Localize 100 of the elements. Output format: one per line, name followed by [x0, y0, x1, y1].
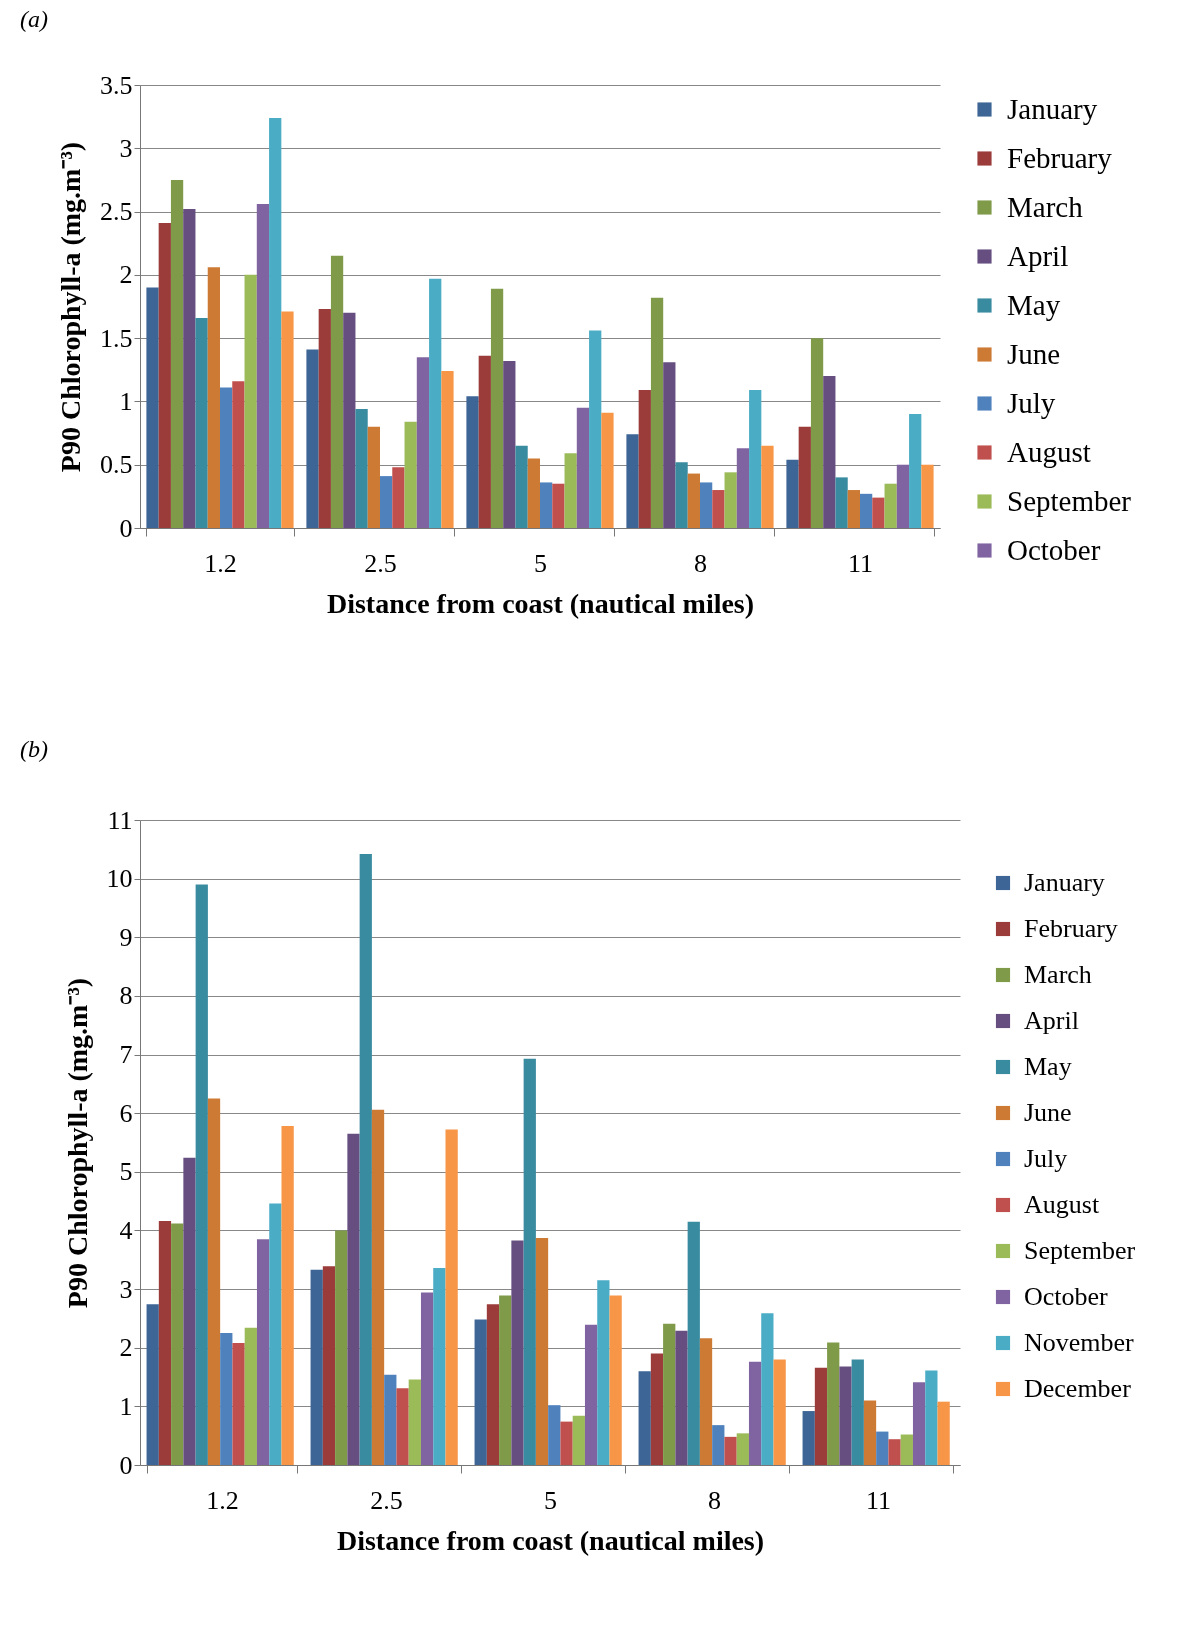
- bar: [749, 390, 762, 528]
- bar: [256, 203, 270, 528]
- bar: [322, 1266, 336, 1465]
- x-tick-label: 8: [708, 1485, 721, 1515]
- bar: [925, 1370, 938, 1465]
- y-tick-label: 5: [119, 1157, 133, 1187]
- bar: [146, 287, 159, 528]
- y-tick-label: 0: [119, 1450, 133, 1480]
- y-tick-label: 6: [119, 1098, 133, 1128]
- y-axis-title: P90 Chlorophyll-a (mg.m⁻³): [55, 141, 86, 473]
- bar: [355, 409, 368, 528]
- bar: [384, 1374, 397, 1465]
- bar: [724, 472, 737, 528]
- bar: [687, 473, 700, 528]
- y-axis-title: P90 Chlorophyll-a (mg.m⁻³): [61, 977, 93, 1309]
- x-tick-label: 11: [847, 548, 874, 578]
- bar: [786, 459, 799, 528]
- y-tick-label: 3: [119, 133, 133, 163]
- legend-label: February: [1007, 141, 1113, 174]
- bar: [675, 1330, 688, 1465]
- bar: [896, 464, 910, 528]
- bar: [638, 390, 651, 528]
- y-tick-label: 2: [119, 1333, 133, 1363]
- bar: [900, 1434, 913, 1465]
- x-axis-title: Distance from coast (nautical miles): [326, 587, 755, 619]
- bar: [839, 1366, 852, 1465]
- legend-label: January: [1007, 92, 1098, 125]
- bar: [347, 1133, 360, 1465]
- bar: [523, 1058, 536, 1465]
- bar: [663, 362, 676, 528]
- bar: [158, 1221, 172, 1465]
- bar: [827, 1342, 840, 1465]
- bar: [535, 1238, 549, 1465]
- bar: [478, 355, 491, 528]
- bar: [359, 854, 372, 1465]
- bar: [441, 371, 454, 528]
- bar: [814, 1367, 828, 1465]
- bar: [310, 1269, 323, 1465]
- x-tick-label: 1.2: [206, 1485, 239, 1515]
- bar: [158, 222, 171, 528]
- bar: [396, 1388, 409, 1465]
- bar: [371, 1109, 385, 1465]
- bar: [195, 884, 208, 1465]
- x-tick-label: 2.5: [370, 1485, 403, 1515]
- legend-label: April: [1007, 239, 1069, 272]
- bar: [560, 1421, 573, 1465]
- bar: [183, 1157, 196, 1465]
- bar: [420, 1292, 434, 1465]
- bar: [724, 1436, 737, 1465]
- bar: [170, 179, 184, 528]
- y-tick-label: 3: [119, 1274, 133, 1304]
- bar: [736, 1433, 749, 1465]
- legend-label: November: [1024, 1328, 1135, 1357]
- bar: [835, 477, 848, 528]
- legend-label: August: [1024, 1190, 1100, 1219]
- bar: [884, 483, 897, 528]
- bar: [888, 1439, 901, 1465]
- bar: [909, 414, 922, 528]
- bar: [860, 493, 873, 528]
- bar: [626, 434, 639, 528]
- bar: [490, 288, 504, 528]
- bar: [638, 1371, 651, 1465]
- legend-label: March: [1007, 190, 1084, 223]
- legend-label: August: [1007, 435, 1091, 468]
- bar: [445, 1129, 458, 1465]
- bar: [712, 1425, 725, 1465]
- bar: [675, 462, 688, 528]
- bar: [207, 1098, 221, 1465]
- bar: [511, 1240, 524, 1465]
- legend-label: April: [1024, 1006, 1079, 1035]
- x-tick-label: 5: [534, 548, 547, 578]
- bar: [863, 1400, 877, 1465]
- legend-label: September: [1007, 484, 1132, 517]
- bar: [748, 1361, 762, 1465]
- bar: [380, 476, 393, 528]
- bar: [318, 309, 331, 528]
- bar: [601, 412, 614, 528]
- bar: [474, 1319, 487, 1465]
- bar: [527, 458, 540, 528]
- bar: [798, 426, 811, 528]
- x-tick-label: 8: [694, 548, 707, 578]
- bar: [232, 1343, 245, 1465]
- bar: [851, 1359, 864, 1465]
- bar: [499, 1295, 512, 1465]
- bar: [552, 483, 565, 528]
- bar: [576, 407, 590, 528]
- bar: [207, 267, 220, 528]
- bar: [269, 117, 282, 528]
- bar: [650, 297, 664, 528]
- bar: [220, 1333, 233, 1465]
- x-tick-label: 11: [865, 1485, 892, 1515]
- bar: [712, 490, 725, 528]
- bar: [183, 209, 196, 528]
- bar: [392, 467, 405, 528]
- x-tick-label: 5: [544, 1485, 557, 1515]
- bar: [847, 490, 860, 528]
- bar: [876, 1431, 889, 1465]
- bar: [269, 1203, 282, 1465]
- bar: [408, 1379, 421, 1465]
- bar: [736, 448, 750, 528]
